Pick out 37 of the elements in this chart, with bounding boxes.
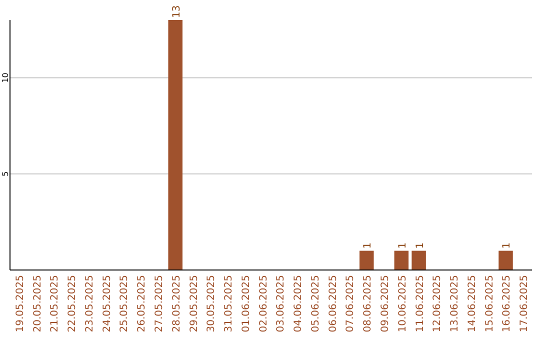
x-tick-label: 01.06.2025 — [240, 275, 252, 332]
x-tick-label: 23.05.2025 — [84, 275, 96, 332]
x-tick-label: 19.05.2025 — [14, 275, 26, 332]
x-tick-label: 21.05.2025 — [50, 275, 61, 332]
x-tick-label: 26.05.2025 — [136, 275, 148, 332]
x-tick-label: 02.06.2025 — [258, 275, 270, 332]
x-tick-label: 04.06.2025 — [293, 275, 304, 332]
x-tick-label: 22.05.2025 — [67, 275, 78, 332]
x-tick-label: 05.06.2025 — [310, 275, 322, 332]
y-tick-label: 10 — [1, 72, 10, 83]
data-label: 13 — [171, 5, 182, 18]
data-label: 1 — [362, 242, 374, 249]
x-tick-label: 14.06.2025 — [466, 275, 478, 332]
x-tick-label: 15.06.2025 — [484, 275, 496, 332]
x-tick-label: 25.05.2025 — [119, 275, 130, 332]
x-tick-label: 31.05.2025 — [224, 275, 235, 332]
x-tick-label: 17.06.2025 — [519, 275, 530, 332]
data-label: 1 — [502, 242, 513, 249]
x-tick-label: 16.06.2025 — [502, 275, 513, 332]
x-tick-label: 27.05.2025 — [154, 275, 165, 332]
x-tick-label: 12.06.2025 — [432, 275, 444, 332]
x-tick-label: 10.06.2025 — [397, 275, 408, 332]
x-tick-label: 11.06.2025 — [414, 275, 426, 332]
x-tick-label: 28.05.2025 — [171, 275, 182, 332]
x-tick-label: 08.06.2025 — [362, 275, 374, 332]
y-tick-label: 5 — [1, 171, 10, 176]
x-tick-label: 09.06.2025 — [380, 275, 392, 332]
x-tick-label: 13.06.2025 — [450, 275, 461, 332]
x-tick-label: 03.06.2025 — [276, 275, 287, 332]
x-tick-label: 07.06.2025 — [345, 275, 356, 332]
data-label: 1 — [414, 242, 426, 249]
data-label: 1 — [397, 242, 408, 249]
x-tick-label: 30.05.2025 — [206, 275, 218, 332]
x-tick-label: 29.05.2025 — [188, 275, 200, 332]
x-tick-label: 24.05.2025 — [102, 275, 113, 332]
x-tick-label: 20.05.2025 — [32, 275, 44, 332]
x-tick-label: 06.06.2025 — [328, 275, 339, 332]
